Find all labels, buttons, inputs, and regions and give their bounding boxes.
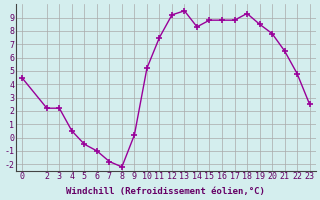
X-axis label: Windchill (Refroidissement éolien,°C): Windchill (Refroidissement éolien,°C)	[66, 187, 265, 196]
